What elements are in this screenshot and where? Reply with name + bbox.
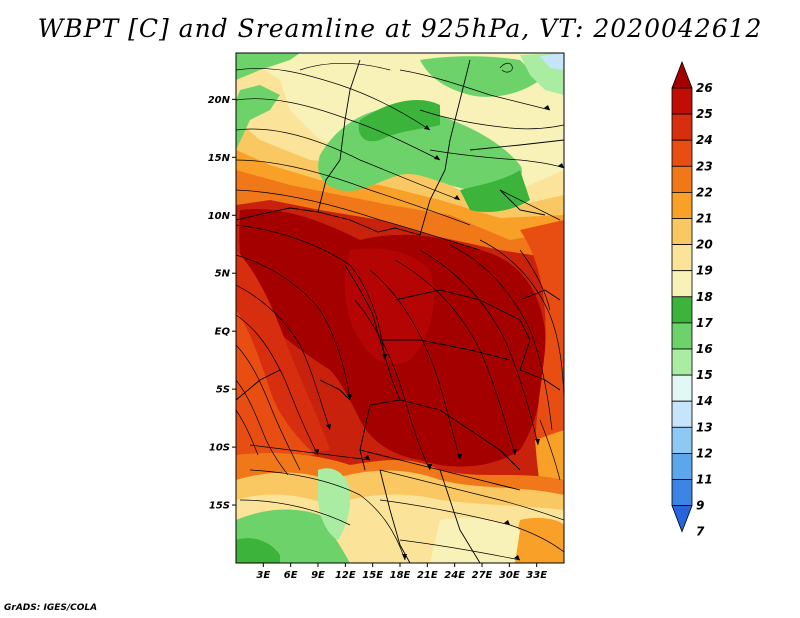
colorbar-label: 23 [696,159,713,173]
lat-tick-label: 10N [208,211,231,222]
colorbar-label: 13 [696,420,713,434]
colorbar-label: 15 [696,368,713,382]
lon-tick-label: 6E [284,570,298,581]
lat-tick-label: 10S [209,443,230,454]
colorbar-swatch [671,244,693,272]
colorbar-swatch [671,400,693,428]
lon-tick-label: 24E [444,570,465,581]
colorbar-label: 24 [696,133,713,147]
colorbar-label: 7 [696,525,705,539]
lon-tick-label: 3E [256,570,270,581]
axis-ticks: 20N 15N 10N 5N EQ 5S 10S 15S 3E 6E 9E 12E 15E 18E 21E 2… [208,95,548,581]
colorbar-label: 20 [696,238,713,252]
colorbar-swatch [671,426,693,454]
colorbar-swatch [671,348,693,376]
lat-tick-label: 15N [208,153,231,164]
streamlines [236,62,564,561]
colorbar-swatch [671,218,693,246]
colorbar-label: 19 [696,264,713,278]
wbpt-shading [236,53,564,563]
colorbar-swatch [671,191,693,219]
colorbar-label: 25 [696,107,713,121]
colorbar-label: 18 [696,290,713,304]
colorbar-label: 12 [696,446,713,460]
lon-tick-label: 9E [311,570,325,581]
colorbar-swatch [671,479,693,507]
colorbar-swatch [671,87,693,115]
colorbar-swatch [671,452,693,480]
colorbar-swatch [671,165,693,193]
streamline-arrows [314,105,564,560]
lon-tick-label: 21E [417,570,438,581]
lat-tick-label: 5S [216,385,230,396]
colorbar-bottom-arrow [671,505,693,533]
colorbar-label: 21 [696,212,713,226]
chart-title: WBPT [C] and Sreamline at 925hPa, VT: 20… [37,14,763,43]
lon-tick-label: 33E [526,570,547,581]
colorbar-swatch [671,113,693,141]
colorbar-swatch [671,270,693,298]
colorbar-top-arrow [671,60,693,89]
colorbar-label: 26 [696,81,713,95]
lon-tick-label: 12E [335,570,356,581]
lon-tick-label: 30E [499,570,520,581]
colorbar-label: 14 [696,394,713,408]
colorbar-label: 16 [696,342,713,356]
lon-tick-label: 27E [472,570,493,581]
colorbar-swatch [671,139,693,167]
lat-tick-label: 5N [215,269,231,280]
country-borders [236,59,564,563]
colorbar-label: 11 [696,473,713,487]
lat-tick-label: 20N [208,95,231,106]
grads-credit: GrADS: IGES/COLA [4,603,98,613]
colorbar-label: 9 [696,499,704,513]
lon-tick-label: 18E [390,570,411,581]
colorbar-swatch [671,374,693,402]
colorbar-swatch [671,322,693,350]
colorbar-label: 17 [696,316,713,330]
lat-tick-label: 15S [209,501,230,512]
lat-tick-label: EQ [215,327,231,338]
colorbar-label: 22 [696,185,713,199]
colorbar-swatch [671,296,693,324]
lon-tick-label: 15E [362,570,383,581]
